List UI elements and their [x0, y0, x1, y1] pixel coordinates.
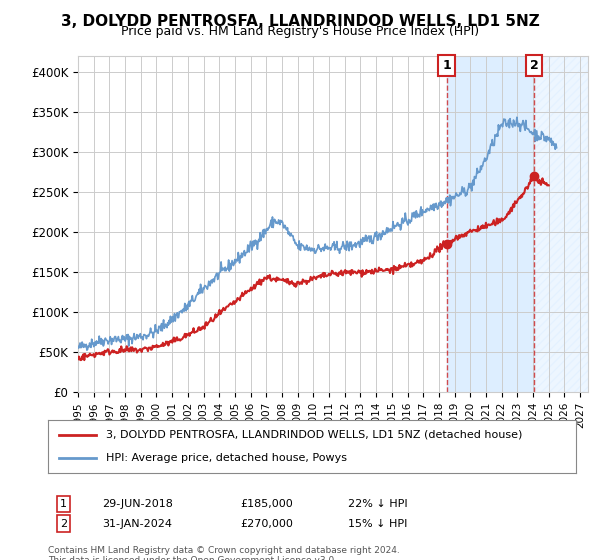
Text: 2: 2	[60, 519, 67, 529]
Text: HPI: Average price, detached house, Powys: HPI: Average price, detached house, Powy…	[106, 453, 347, 463]
Bar	[446, 56, 535, 392]
Bar	[535, 56, 588, 392]
Text: 1: 1	[60, 499, 67, 509]
Text: Price paid vs. HM Land Registry's House Price Index (HPI): Price paid vs. HM Land Registry's House …	[121, 25, 479, 38]
Text: £270,000: £270,000	[240, 519, 293, 529]
Text: 15% ↓ HPI: 15% ↓ HPI	[348, 519, 407, 529]
Text: 31-JAN-2024: 31-JAN-2024	[102, 519, 172, 529]
Text: £185,000: £185,000	[240, 499, 293, 509]
Text: 22% ↓ HPI: 22% ↓ HPI	[348, 499, 407, 509]
Text: Contains HM Land Registry data © Crown copyright and database right 2024.
This d: Contains HM Land Registry data © Crown c…	[48, 546, 400, 560]
Text: 3, DOLYDD PENTROSFA, LLANDRINDOD WELLS, LD1 5NZ: 3, DOLYDD PENTROSFA, LLANDRINDOD WELLS, …	[61, 14, 539, 29]
Text: 1: 1	[442, 59, 451, 72]
Text: 2: 2	[530, 59, 539, 72]
Text: 29-JUN-2018: 29-JUN-2018	[102, 499, 173, 509]
Text: 3, DOLYDD PENTROSFA, LLANDRINDOD WELLS, LD1 5NZ (detached house): 3, DOLYDD PENTROSFA, LLANDRINDOD WELLS, …	[106, 430, 523, 440]
